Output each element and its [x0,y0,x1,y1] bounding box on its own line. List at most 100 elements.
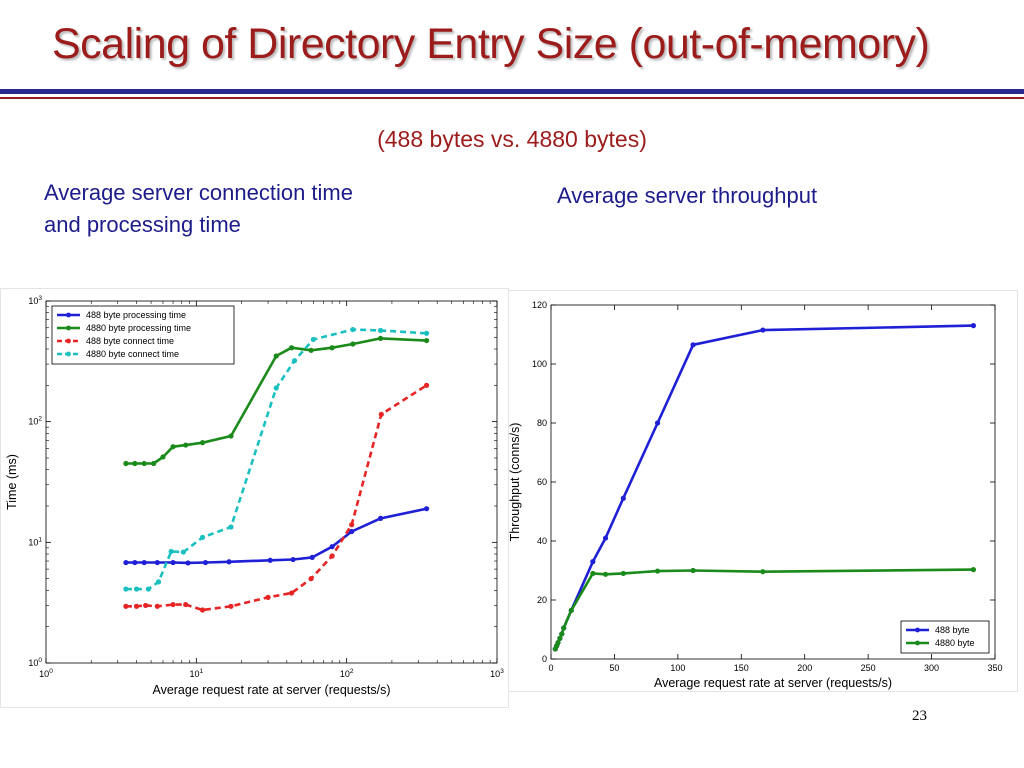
legend-label-4880-byte-processing-time: 4880 byte processing time [86,323,191,333]
data-point-4880-byte-connect-time [180,549,186,555]
y-tick-label: 40 [537,536,547,546]
data-point-4880-byte [590,570,596,577]
legend-marker-488-byte [915,627,920,633]
data-point-4880-byte-processing-time [377,335,384,341]
data-point-4880-byte-connect-time [310,336,316,343]
x-tick-label: 101 [190,668,204,679]
data-point-488-byte [654,420,661,426]
x-tick-label-base: 10 [39,669,49,679]
data-point-4880-byte-processing-time [141,460,147,467]
data-point-488-byte-connect-time [349,522,355,528]
data-point-488-byte [590,559,596,565]
data-point-488-byte [602,535,609,541]
x-tick-label: 300 [924,663,939,673]
data-point-4880-byte [654,568,661,574]
y-tick-label-exp: 0 [38,657,42,664]
y-tick-label: 100 [28,657,42,668]
data-point-488-byte-processing-time [349,528,355,535]
y-tick-label: 120 [532,300,547,310]
x-tick-label-exp: 3 [500,668,504,675]
legend-marker-4880-byte-connect-time [66,351,71,357]
data-point-488-byte-processing-time [170,559,176,566]
data-point-488-byte-processing-time [226,559,232,565]
y-axis-label: Throughput (conns/s) [509,423,522,542]
x-tick-label-base: 10 [490,669,500,679]
legend-box [51,305,235,365]
x-tick-label-base: 10 [340,669,350,679]
x-tick-label: 200 [797,663,812,673]
caption-right: Average server throughput [557,183,818,208]
data-point-488-byte-connect-time [329,553,335,559]
caption-left-line2: and processing time [44,212,241,237]
data-point-488-byte-processing-time [267,557,273,563]
data-point-4880-byte [760,569,766,575]
legend-marker-488-byte-processing-time [66,312,71,318]
title-rule-blue [0,89,1024,94]
slide-title: Scaling of Directory Entry Size (out-of-… [52,20,930,68]
y-tick-label: 101 [28,536,42,547]
data-point-488-byte-processing-time [377,515,384,521]
data-point-488-byte-connect-time [423,382,430,388]
legend-marker-488-byte-connect-time [66,338,71,344]
data-point-488-byte [620,495,626,501]
data-point-488-byte-connect-time [288,590,295,596]
data-point-4880-byte-processing-time [288,345,295,351]
x-tick-label-exp: 1 [200,668,204,675]
data-point-488-byte-connect-time [154,603,160,609]
x-tick-label: 350 [987,663,1002,673]
data-point-488-byte-connect-time [199,607,206,613]
x-tick-label: 102 [340,668,354,679]
data-point-4880-byte [602,571,609,577]
data-point-488-byte-processing-time [202,559,209,566]
data-point-4880-byte-processing-time [160,454,166,460]
y-tick-label: 60 [537,477,547,487]
data-point-4880-byte [561,625,567,631]
data-point-4880-byte-connect-time [273,385,279,391]
data-point-4880-byte [970,567,977,573]
data-point-488-byte-processing-time [123,559,129,566]
data-point-488-byte-connect-time [378,411,384,417]
throughput-chart-svg: 0 50 100 150 200 250 300 350 0 20 40 60 80 100 120 Aver… [509,300,1003,690]
y-tick-label: 100 [532,359,547,369]
data-point-4880-byte-connect-time [168,548,174,555]
x-tick-label: 50 [609,663,619,673]
data-point-488-byte-processing-time [185,560,191,566]
data-point-4880-byte-connect-time [291,358,298,364]
data-point-4880-byte-connect-time [199,534,206,540]
data-point-4880-byte-processing-time [123,460,129,467]
data-point-4880-byte-connect-time [123,586,129,592]
data-point-488-byte [760,327,766,333]
data-point-4880-byte-connect-time [423,330,430,336]
x-tick-label: 100 [39,668,53,679]
data-point-4880-byte-processing-time [423,337,430,344]
data-point-4880-byte [555,640,561,646]
data-point-4880-byte [568,607,574,613]
slide-subtitle: (488 bytes vs. 4880 bytes) [377,126,647,152]
y-tick-label-base: 10 [28,537,38,547]
legend-marker-4880-byte [915,640,920,646]
y-tick-label: 80 [537,418,547,428]
data-point-488-byte-processing-time [309,554,315,561]
x-tick-label: 100 [670,663,685,673]
series-line-488-byte-connect-time [125,384,428,612]
data-point-488-byte-processing-time [423,506,430,512]
data-point-488-byte [970,323,977,329]
data-point-488-byte-processing-time [132,559,138,566]
data-point-4880-byte [690,567,696,574]
legend-label-4880-byte: 4880 byte [935,638,975,648]
data-point-4880-byte [557,635,563,641]
legend-label-488-byte-processing-time: 488 byte processing time [86,310,186,320]
y-tick-label-exp: 3 [38,295,42,302]
x-tick-label: 103 [490,668,504,679]
data-point-4880-byte-processing-time [228,433,234,439]
y-tick-label: 20 [537,595,547,605]
x-tick-label-base: 10 [190,669,200,679]
data-point-4880-byte-processing-time [308,347,314,353]
x-tick-label: 250 [861,663,876,673]
y-tick-label: 0 [542,654,547,664]
data-point-488-byte-processing-time [154,559,160,566]
legend-label-4880-byte-connect-time: 4880 byte connect time [86,349,179,359]
y-tick-label-exp: 1 [38,536,42,543]
data-point-4880-byte-connect-time [155,579,162,585]
